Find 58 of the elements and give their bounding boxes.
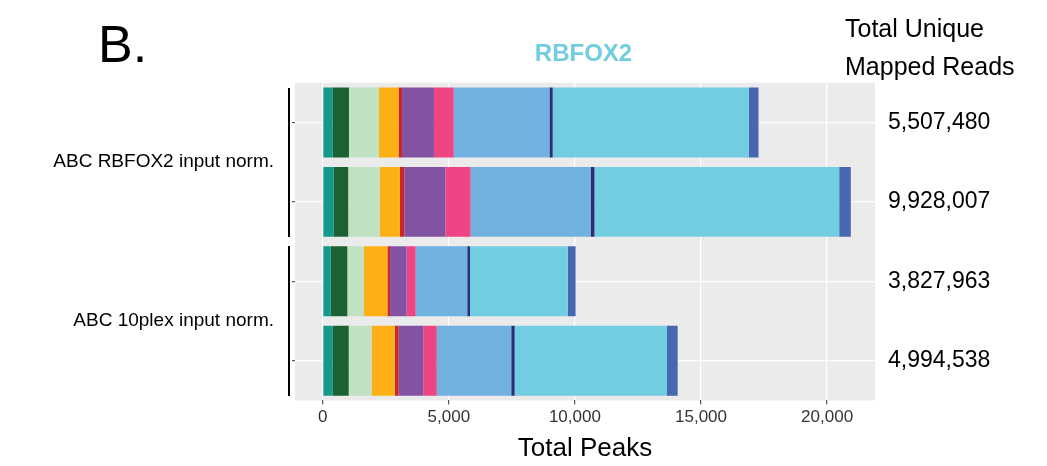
bar [514,325,667,396]
bar [402,87,434,158]
bar [333,166,349,237]
text: B. [98,15,148,74]
bar [748,87,759,158]
bar [404,166,446,237]
bar [387,246,391,317]
bar [470,166,591,237]
bar [423,325,437,396]
bar [348,87,379,158]
bar [379,166,400,237]
bar [594,166,840,237]
bar [347,246,364,317]
bar [332,87,349,158]
bar [348,325,372,396]
bar [552,87,749,158]
x-tick-label: 0 [318,407,328,427]
bar [436,325,512,396]
bar [415,246,468,317]
bar [453,87,550,158]
bar [839,166,851,237]
x-tick-label: 15,000 [675,407,727,427]
text: 9,928,007 [888,187,991,214]
text: 4,994,538 [888,346,991,373]
bar [511,325,515,396]
chart-title: RBFOX2 [534,39,633,67]
bar [323,166,334,237]
bar [330,246,348,317]
bar [549,87,553,158]
x-tick-label: 20,000 [801,407,854,427]
bar [394,325,399,396]
bar [323,325,333,396]
bar [371,325,395,396]
bar [323,246,331,317]
text: ABC 10plex input norm. [73,309,274,331]
x-tick-label: 5,000 [427,407,471,427]
bar [445,166,471,237]
bar [666,325,678,396]
bar [433,87,454,158]
bar [467,246,471,317]
bar [399,166,405,237]
bar [567,246,576,317]
bar [406,246,416,317]
bar [398,325,424,396]
bar [323,87,333,158]
bar [378,87,399,158]
bar [390,246,407,317]
bar [348,166,380,237]
x-tick-label: 10,000 [548,407,601,427]
text: 5,507,480 [888,107,991,134]
x-axis-title: Total Peaks [517,431,653,462]
text: ABC RBFOX2 input norm. [53,150,274,172]
text: Total Unique [845,13,984,42]
bar [470,246,568,317]
text: 3,827,963 [888,266,991,293]
text: Mapped Reads [845,51,1015,80]
bar [363,246,388,317]
bar [332,325,349,396]
